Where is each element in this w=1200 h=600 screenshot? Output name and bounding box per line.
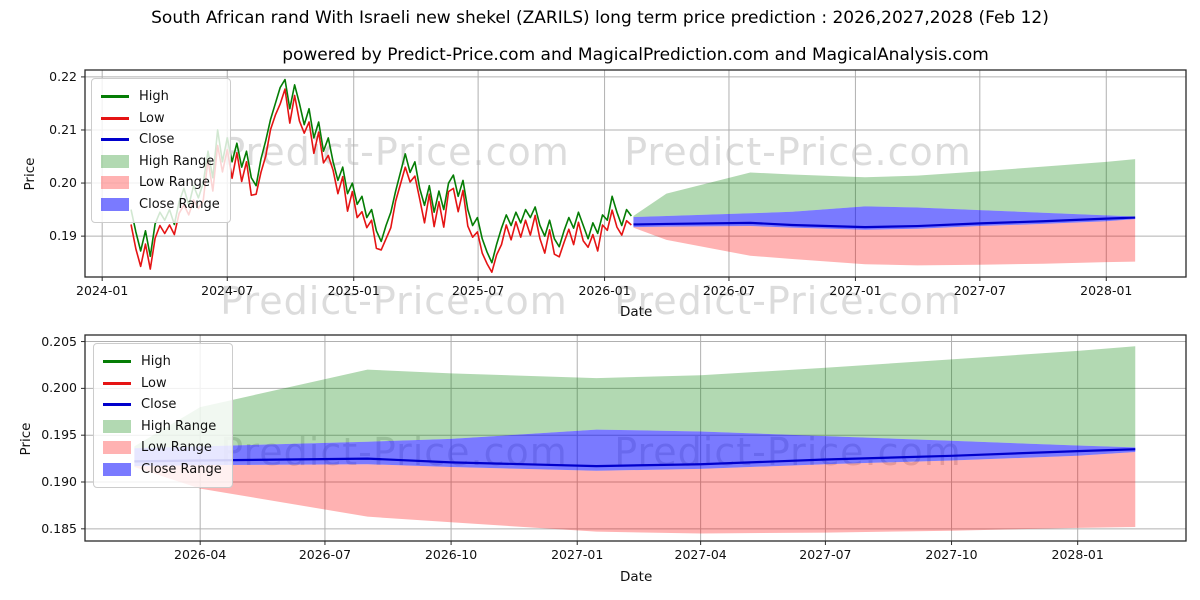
watermark-text: Predict-Price.com (220, 279, 568, 323)
low-range-band (633, 219, 1136, 266)
high-swatch (103, 360, 131, 364)
legend-row: Low (103, 373, 222, 395)
legend-label: Close Range (141, 461, 222, 477)
top-chart-legend: High Low Close High Range Low Range Close Ran… (91, 78, 231, 223)
close-range-band (134, 429, 1136, 471)
legend-row: Low Range (103, 437, 222, 459)
legend-label: Low (139, 110, 165, 126)
close-swatch (101, 138, 129, 142)
plot-frame (84, 334, 1187, 542)
legend-row: Close Range (103, 459, 222, 481)
low-range-band (134, 452, 1136, 534)
legend-row: High Range (103, 416, 222, 438)
low-swatch (103, 381, 131, 385)
legend-label: Low Range (139, 175, 210, 191)
legend-row: Close (103, 394, 222, 416)
legend-row: Low Range (101, 172, 220, 194)
high-range-band (633, 159, 1136, 218)
legend-label: Close (141, 397, 177, 413)
legend-row: Close (101, 129, 220, 151)
figure-subtitle: powered by Predict-Price.com and Magical… (282, 45, 989, 65)
high-swatch (101, 95, 129, 99)
close-swatch (103, 403, 131, 407)
figure-title: South African rand With Israeli new shek… (151, 8, 1049, 28)
close-range-swatch (101, 197, 129, 211)
low-swatch (101, 116, 129, 120)
close-line (633, 216, 1136, 229)
close-range-swatch (103, 462, 131, 476)
low-range-swatch (101, 176, 129, 190)
legend-row: High (103, 351, 222, 373)
watermark-text: Predict-Price.com (222, 130, 570, 174)
legend-label: Close (139, 132, 175, 148)
plot-frame (84, 69, 1187, 278)
legend-label: High (141, 354, 171, 370)
legend-label: High (139, 89, 169, 105)
legend-label: High Range (141, 418, 217, 434)
high-range-swatch (101, 154, 129, 168)
close-line (134, 448, 1136, 468)
legend-row: Close Range (101, 194, 220, 216)
watermark-text: Predict-Price.com (624, 130, 972, 174)
legend-label: Close Range (139, 196, 220, 212)
bottom-chart-legend: High Low Close High Range Low Range Close Ran… (93, 343, 233, 488)
legend-label: Low Range (141, 440, 212, 456)
legend-row: High (101, 86, 220, 108)
legend-label: High Range (139, 153, 215, 169)
high-range-band (134, 346, 1136, 449)
legend-row: Low (101, 108, 220, 130)
watermark-text: Predict-Price.com (614, 279, 962, 323)
high-range-swatch (103, 419, 131, 433)
legend-row: High Range (101, 151, 220, 173)
legend-label: Low (141, 375, 167, 391)
low-range-swatch (103, 441, 131, 455)
